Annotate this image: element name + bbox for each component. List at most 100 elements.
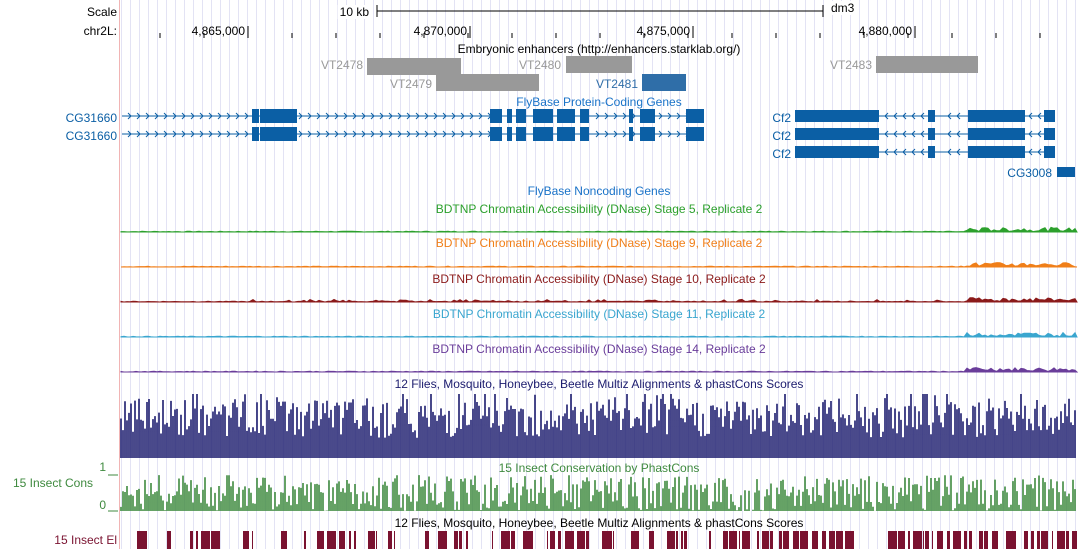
enhancer-label[interactable]: VT2483 — [829, 58, 872, 72]
strand-arrow — [370, 130, 375, 138]
gene-exon — [696, 109, 704, 123]
conserved-element — [501, 531, 510, 549]
dnase-signal — [120, 367, 1078, 373]
conserved-element — [211, 531, 220, 549]
conserved-element — [137, 531, 147, 549]
gene-label-cg31660[interactable]: CG31660 — [65, 129, 117, 143]
base-position-guide-lines — [121, 0, 1078, 549]
enhancer-label[interactable]: VT2478 — [320, 58, 363, 72]
strand-arrow — [1028, 112, 1033, 120]
track-title-enhancers[interactable]: Embryonic enhancers (http://enhancers.st… — [457, 42, 741, 56]
gene-exon — [640, 109, 655, 123]
strand-arrow — [920, 148, 925, 156]
track-title-dnase-stage10[interactable]: BDTNP Chromatin Accessibility (DNase) St… — [432, 272, 766, 286]
conserved-element — [243, 531, 249, 549]
conserved-element — [932, 531, 933, 549]
track-title-dnase-stage5[interactable]: BDTNP Chromatin Accessibility (DNase) St… — [435, 202, 763, 216]
strand-arrow — [127, 130, 132, 138]
enhancer-label[interactable]: VT2481 — [595, 77, 638, 91]
strand-arrow — [442, 130, 447, 138]
strand-arrow — [613, 130, 618, 138]
track-title-noncoding-genes[interactable]: FlyBase Noncoding Genes — [527, 184, 671, 198]
gene-label-cf2[interactable]: Cf2 — [772, 129, 791, 143]
gene-label-cg31660[interactable]: CG31660 — [65, 111, 117, 125]
side-label-insect-elements[interactable]: 15 Insect El — [54, 533, 117, 547]
track-title-phastcons[interactable]: 15 Insect Conservation by PhastCons — [498, 461, 700, 475]
conserved-element — [438, 531, 447, 549]
strand-arrow — [902, 148, 907, 156]
conserved-element — [969, 531, 972, 549]
strand-arrow — [379, 112, 384, 120]
strand-arrow — [956, 112, 961, 120]
strand-arrow — [478, 112, 483, 120]
enhancer-label[interactable]: VT2479 — [389, 77, 432, 91]
strand-arrow — [379, 130, 384, 138]
strand-arrow — [325, 112, 330, 120]
strand-arrow — [460, 112, 465, 120]
strand-arrow — [604, 112, 609, 120]
strand-arrow — [667, 130, 672, 138]
side-label-insect-cons[interactable]: 15 Insect Cons — [12, 476, 93, 490]
track-title-conserved-elements[interactable]: 12 Flies, Mosquito, Honeybee, Beetle Mul… — [394, 516, 804, 530]
strand-arrow — [199, 112, 204, 120]
strand-arrow — [190, 112, 195, 120]
strand-arrow — [370, 112, 375, 120]
gene-exon — [872, 146, 879, 158]
strand-arrow — [145, 112, 150, 120]
gene-exon — [629, 109, 633, 123]
strand-arrow — [244, 112, 249, 120]
strand-arrow — [658, 130, 663, 138]
gene-exon — [686, 127, 696, 141]
gene-exon — [968, 146, 1023, 158]
enhancer-label[interactable]: VT2480 — [518, 58, 561, 72]
strand-arrow — [676, 112, 681, 120]
strand-arrow — [181, 112, 186, 120]
conserved-element — [339, 531, 345, 549]
strand-arrow — [884, 148, 889, 156]
conserved-element — [992, 531, 998, 549]
strand-arrow — [469, 112, 474, 120]
strand-arrow — [469, 130, 474, 138]
conserved-element — [667, 531, 675, 549]
gene-exon — [928, 146, 935, 158]
track-title-dnase-stage9[interactable]: BDTNP Chromatin Accessibility (DNase) St… — [435, 236, 763, 250]
dnase-signal — [120, 262, 1078, 268]
gene-exon — [580, 127, 589, 141]
track-title-multiz[interactable]: 12 Flies, Mosquito, Honeybee, Beetle Mul… — [394, 377, 804, 391]
conserved-element — [923, 531, 924, 549]
gene-label-cf2[interactable]: Cf2 — [772, 147, 791, 161]
strand-arrow — [478, 130, 483, 138]
strand-arrow — [397, 130, 402, 138]
gene-label-cf2[interactable]: Cf2 — [772, 111, 791, 125]
strand-arrow — [893, 148, 898, 156]
strand-arrow — [613, 112, 618, 120]
track-title-flybase-genes[interactable]: FlyBase Protein-Coding Genes — [516, 95, 682, 109]
conserved-element — [953, 531, 961, 549]
gene-exon — [260, 127, 297, 141]
conserved-element — [317, 531, 324, 549]
gene-exon — [872, 128, 879, 140]
track-title-dnase-stage11[interactable]: BDTNP Chromatin Accessibility (DNase) St… — [432, 307, 766, 321]
gene-label-cg3008[interactable]: CG3008 — [1007, 166, 1052, 180]
conserved-element — [565, 531, 574, 549]
track-title-dnase-stage14[interactable]: BDTNP Chromatin Accessibility (DNase) St… — [432, 342, 766, 356]
strand-arrow — [1028, 130, 1033, 138]
gene-exon — [516, 127, 526, 141]
conserved-element — [349, 531, 351, 549]
gene-exon — [507, 109, 512, 123]
conserved-element — [779, 531, 782, 549]
strand-arrow — [902, 130, 907, 138]
enhancer-bar — [876, 56, 978, 73]
enhancer-bar — [436, 74, 539, 91]
strand-arrow — [451, 112, 456, 120]
conserved-element — [602, 531, 612, 549]
strand-arrow — [902, 112, 907, 120]
conserved-element — [281, 531, 287, 549]
strand-arrow — [884, 130, 889, 138]
strand-arrow — [334, 130, 339, 138]
strand-arrow — [352, 112, 357, 120]
ruler-tick-label: 4,870,000 — [413, 24, 467, 38]
gene-exon — [872, 110, 879, 122]
conserved-element — [586, 531, 589, 549]
